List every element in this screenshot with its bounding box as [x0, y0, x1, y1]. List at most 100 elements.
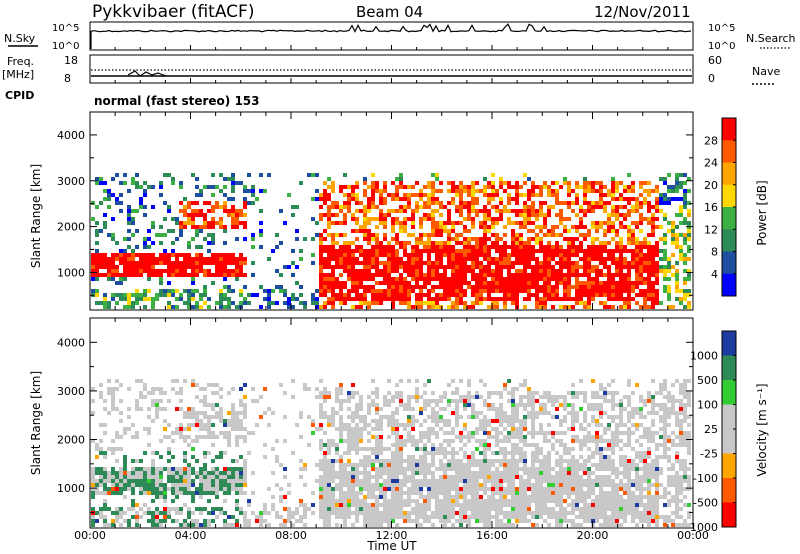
heatmap-cell	[355, 471, 359, 475]
heatmap-cell	[195, 435, 199, 439]
heatmap-cell	[427, 281, 431, 285]
heatmap-cell	[531, 293, 535, 297]
heatmap-cell	[371, 233, 375, 237]
heatmap-cell	[211, 467, 215, 471]
heatmap-cell	[511, 475, 515, 479]
heatmap-cell	[491, 273, 495, 277]
heatmap-cell	[347, 475, 351, 479]
heatmap-cell	[611, 281, 615, 285]
heatmap-cell	[539, 507, 543, 511]
heatmap-cell	[319, 479, 323, 483]
heatmap-cell	[223, 491, 227, 495]
heatmap-cell	[419, 305, 423, 309]
heatmap-cell	[131, 479, 135, 483]
heatmap-cell	[507, 221, 511, 225]
heatmap-cell	[499, 181, 503, 185]
heatmap-cell	[279, 285, 283, 289]
heatmap-cell	[155, 483, 159, 487]
heatmap-cell	[539, 503, 543, 507]
heatmap-cell	[347, 269, 351, 273]
heatmap-cell	[399, 273, 403, 277]
heatmap-cell	[535, 467, 539, 471]
heatmap-cell	[563, 281, 567, 285]
heatmap-cell	[431, 261, 435, 265]
heatmap-cell	[327, 233, 331, 237]
heatmap-cell	[371, 245, 375, 249]
heatmap-cell	[595, 289, 599, 293]
heatmap-cell	[631, 233, 635, 237]
heatmap-cell	[503, 233, 507, 237]
heatmap-cell	[179, 225, 183, 229]
heatmap-cell	[499, 269, 503, 273]
heatmap-cell	[655, 245, 659, 249]
heatmap-cell	[431, 483, 435, 487]
heatmap-cell	[527, 519, 531, 523]
heatmap-cell	[463, 201, 467, 205]
heatmap-cell	[179, 483, 183, 487]
heatmap-cell	[543, 301, 547, 305]
heatmap-cell	[539, 297, 543, 301]
heatmap-cell	[447, 403, 451, 407]
heatmap-cell	[403, 427, 407, 431]
heatmap-cell	[235, 305, 239, 309]
heatmap-cell	[339, 487, 343, 491]
heatmap-cell	[243, 213, 247, 217]
heatmap-cell	[375, 475, 379, 479]
heatmap-cell	[135, 245, 139, 249]
heatmap-cell	[95, 487, 99, 491]
heatmap-cell	[547, 439, 551, 443]
heatmap-cell	[495, 285, 499, 289]
heatmap-cell	[515, 503, 519, 507]
heatmap-cell	[103, 503, 107, 507]
heatmap-cell	[535, 209, 539, 213]
heatmap-cell	[363, 463, 367, 467]
heatmap-cell	[107, 193, 111, 197]
heatmap-cell	[523, 173, 527, 177]
heatmap-cell	[483, 415, 487, 419]
heatmap-cell	[615, 229, 619, 233]
heatmap-cell	[531, 237, 535, 241]
heatmap-cell	[443, 455, 447, 459]
heatmap-cell	[583, 281, 587, 285]
heatmap-cell	[227, 419, 231, 423]
heatmap-cell	[439, 305, 443, 309]
heatmap-cell	[259, 189, 263, 193]
heatmap-cell	[383, 297, 387, 301]
heatmap-cell	[443, 491, 447, 495]
heatmap-cell	[195, 471, 199, 475]
heatmap-cell	[531, 205, 535, 209]
heatmap-cell	[491, 217, 495, 221]
heatmap-cell	[283, 475, 287, 479]
heatmap-cell	[447, 201, 451, 205]
heatmap-cell	[507, 181, 511, 185]
heatmap-cell	[143, 189, 147, 193]
heatmap-cell	[371, 475, 375, 479]
heatmap-cell	[407, 515, 411, 519]
heatmap-cell	[367, 305, 371, 309]
heatmap-cell	[399, 261, 403, 265]
heatmap-cell	[323, 507, 327, 511]
heatmap-cell	[547, 289, 551, 293]
heatmap-cell	[499, 523, 503, 527]
heatmap-cell	[175, 265, 179, 269]
heatmap-cell	[155, 269, 159, 273]
heatmap-cell	[543, 395, 547, 399]
heatmap-cell	[159, 257, 163, 261]
heatmap-cell	[163, 201, 167, 205]
heatmap-cell	[551, 181, 555, 185]
heatmap-cell	[479, 423, 483, 427]
heatmap-cell	[239, 387, 243, 391]
heatmap-cell	[199, 435, 203, 439]
heatmap-cell	[451, 293, 455, 297]
heatmap-cell	[507, 197, 511, 201]
heatmap-cell	[231, 515, 235, 519]
heatmap-cell	[407, 511, 411, 515]
heatmap-cell	[531, 451, 535, 455]
heatmap-cell	[643, 253, 647, 257]
heatmap-cell	[643, 189, 647, 193]
heatmap-cell	[355, 197, 359, 201]
heatmap-cell	[371, 491, 375, 495]
heatmap-cell	[651, 285, 655, 289]
heatmap-cell	[411, 261, 415, 265]
heatmap-cell	[311, 261, 315, 265]
